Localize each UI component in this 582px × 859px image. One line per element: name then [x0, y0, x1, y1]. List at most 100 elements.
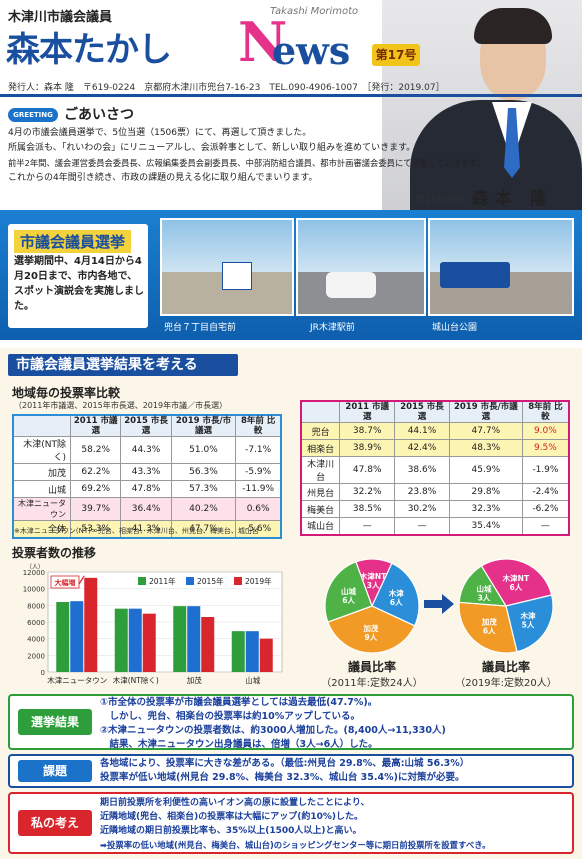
issue-badge: 第17号 [372, 44, 420, 66]
cell: 兜台 [300, 422, 341, 440]
opinion-tag: 私の考え [18, 810, 92, 836]
greeting-line: これからの4年間引き続き、市政の課題の見える化に取り組んでまいります。 [8, 173, 318, 183]
table-row: 木津川台 47.8% 38.6% 45.9% -1.9% [300, 456, 570, 484]
x-tick-label: 木津ニュータウン [47, 675, 107, 685]
cell: 38.6% [394, 456, 450, 484]
publisher-info: 発行人：森本 隆 〒619-0224 京都府木津川市兜台7-16-23 TEL.… [8, 83, 445, 93]
table-row: 州見台 32.2% 23.8% 29.8% -2.4% [300, 483, 570, 501]
cell: -11.9% [235, 480, 282, 498]
cell: -6.2% [521, 500, 570, 518]
pie-title: 議員比率 [347, 660, 396, 674]
table-header: 2015 市長選 [120, 414, 172, 437]
cell: — [394, 517, 450, 535]
y-unit: （人） [26, 564, 44, 571]
greeting-badge: GREETING [8, 108, 58, 122]
table-row: 木津ニュータウン 39.7% 36.4% 40.2% 0.6% [12, 497, 282, 521]
bar [259, 638, 273, 672]
opinion-line: 近隣地域(兜台、相楽台)の投票率は大幅にアップ(約10%)した。 [100, 812, 363, 822]
bar [142, 613, 156, 672]
campaign-car [440, 262, 510, 288]
table-row: 山城 69.2% 47.8% 57.3% -11.9% [12, 480, 282, 498]
cell: — [521, 517, 570, 535]
y-tick-label: 0 [41, 669, 45, 677]
pie-subtitle: （2019年:定数20人） [455, 678, 557, 689]
table-header: 2015 市長選 [394, 400, 450, 423]
table-row: 加茂 62.2% 43.3% 56.3% -5.9% [12, 463, 282, 481]
table-header-row: 2011 市議選 2015 市長選 2019 市長/市議選 8年前 比較 [12, 414, 282, 437]
cell: 43.3% [120, 463, 172, 481]
bar [173, 606, 187, 672]
signature-group: れいわの会 [414, 194, 464, 205]
y-tick-label: 2000 [27, 652, 45, 660]
pie-slice-value: 3人 [367, 581, 380, 590]
pie-slice-label: 加茂 [481, 617, 497, 627]
cell: -5.9% [235, 463, 282, 481]
cell: 35.4% [448, 517, 523, 535]
cell: 23.8% [394, 483, 450, 501]
cell: 51.0% [170, 436, 237, 464]
cell: 38.5% [339, 500, 396, 518]
pie-slice-label: 加茂 [362, 623, 378, 633]
pie-slice-label: 木津NT [502, 573, 530, 583]
y-tick-label: 4000 [27, 636, 45, 644]
cell: 41.3% [120, 520, 172, 538]
pie-slice-value: 9人 [365, 633, 378, 642]
voters-title: 投票者数の推移 [12, 546, 97, 560]
bar [187, 606, 201, 672]
result-tag: 選挙結果 [18, 709, 92, 735]
election-title: 市議会議員選挙 [14, 230, 132, 253]
legend-swatch [138, 577, 146, 585]
legend-swatch [186, 577, 194, 585]
result-text: ①市全体の投票率が市議会議員選挙としては過去最低(47.7%)。 しかし、兜台、… [100, 696, 446, 752]
photo-caption: JR木津駅前 [310, 323, 355, 333]
pie-slice-label: 木津NT [359, 571, 387, 581]
pie-slice [458, 565, 508, 607]
cell: 木津(NT除く) [12, 436, 72, 464]
legend-swatch [234, 577, 242, 585]
cell: 30.2% [394, 500, 450, 518]
cell: 9.5% [521, 439, 570, 457]
masthead-title-n: N [238, 10, 288, 74]
cell: 州見台 [300, 483, 341, 501]
result-line: ②木津ニュータウンの投票者数は、約3000人増加した。(8,400人→11,33… [100, 725, 446, 736]
issue-text: 各地域により、投票率に大きな差がある。（最低:州見台 29.8%、最高:山城 5… [100, 757, 469, 785]
legend-label: 2011年 [149, 576, 176, 586]
pie-slice-value: 6人 [510, 583, 523, 592]
cell: 56.3% [170, 463, 237, 481]
bar [128, 608, 142, 672]
cell: 木津ニュータウン [12, 497, 72, 521]
header-divider [0, 94, 582, 97]
bar [231, 631, 245, 672]
cell: 45.9% [448, 456, 523, 484]
table-header [12, 414, 72, 437]
pie-slice [458, 601, 518, 654]
turnout-table-footnote: ※木津ニュータウン(NT)＝兜台、相楽台、木津川台、州見台、梅美台、城山台 [14, 527, 259, 535]
cell: 全体 [12, 520, 72, 538]
cell: — [339, 517, 396, 535]
pie-slice-label: 木津 [388, 588, 404, 598]
table-row: 城山台 — —35.4% — [300, 517, 570, 535]
cell: 44.1% [394, 422, 450, 440]
car-shape [326, 272, 376, 298]
cell: 城山台 [300, 517, 341, 535]
cell: -5.6% [235, 520, 282, 538]
x-tick-label: 木津(NT除く) [113, 675, 159, 685]
legend-label: 2019年 [245, 576, 272, 586]
cell: 44.3% [120, 436, 172, 464]
cell: 53.3% [70, 520, 122, 538]
cell: 32.2% [339, 483, 396, 501]
election-body: 選挙期間中、4月14日から4月20日まで、市内各地で、スポット演説会を実施しまし… [14, 256, 144, 312]
opinion-box: 私の考え 期日前投票所を利便性の高いイオン高の原に設置したことにより、 近隣地域… [8, 792, 574, 854]
bar [84, 577, 98, 672]
bar [70, 601, 84, 672]
annotation-arrow [78, 575, 85, 585]
portrait-hair [474, 8, 552, 44]
cell: 47.8% [120, 480, 172, 498]
table-row: 木津(NT除く) 58.2% 44.3% 51.0% -7.1% [12, 436, 282, 464]
turnout-table-regions: 2011 市議選 2015 市長選 2019 市長/市議選 8年前 比較 木津(… [12, 414, 282, 539]
x-tick-label: 加茂 [187, 675, 202, 685]
table-header: 8年前 比較 [521, 400, 570, 423]
bar [114, 608, 128, 672]
cell: 29.8% [448, 483, 523, 501]
